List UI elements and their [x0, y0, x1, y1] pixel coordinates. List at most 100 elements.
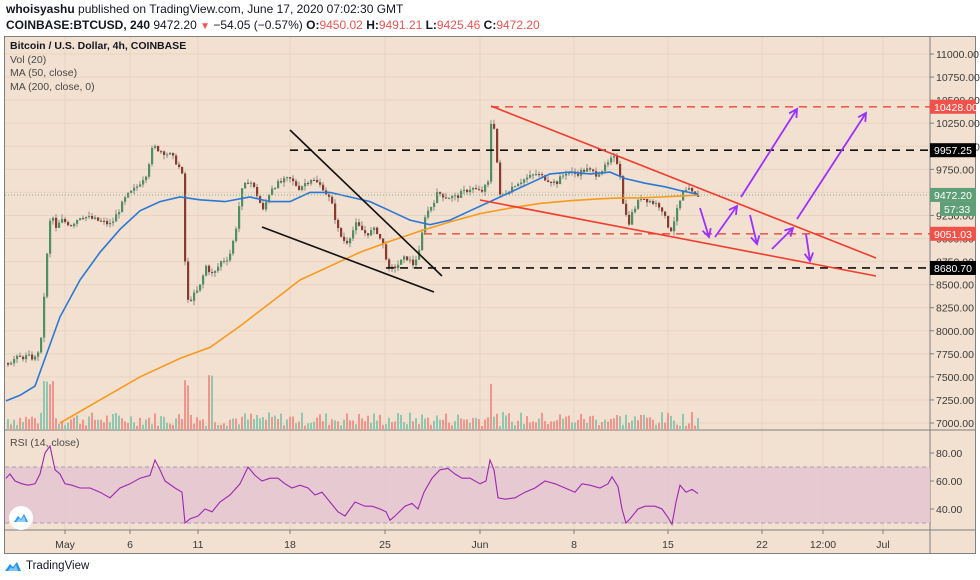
rsi-band	[5, 467, 930, 523]
volume-bar	[676, 424, 678, 430]
volume-bar	[286, 419, 288, 430]
ma50-line	[5, 171, 699, 402]
volume-bar	[451, 425, 453, 430]
volume-bar	[460, 418, 462, 430]
candle-body	[223, 260, 226, 262]
candle-body	[337, 219, 340, 229]
volume-bar	[13, 419, 15, 430]
candle-body	[34, 356, 37, 360]
candle-body	[304, 183, 307, 187]
volume-bar	[238, 424, 240, 430]
candle-body	[547, 180, 550, 182]
volume-bar	[694, 425, 696, 430]
volume-bar	[469, 422, 471, 430]
brand-name: TradingView	[26, 560, 90, 572]
volume-bar	[568, 415, 570, 430]
author-name[interactable]: whoisyashu	[6, 2, 75, 16]
candle-body	[586, 168, 589, 172]
candle-body	[301, 186, 304, 190]
arrow-head-icon	[788, 107, 799, 119]
volume-bar	[193, 423, 195, 430]
rsi-legend[interactable]: RSI (14, close)	[10, 437, 80, 449]
volume-bar	[442, 419, 444, 430]
volume-bar	[400, 414, 402, 430]
volume-bar	[19, 417, 21, 430]
tradingview-badge[interactable]	[9, 506, 33, 530]
volume-bar	[322, 421, 324, 430]
projection-arrow	[796, 112, 867, 220]
candle-body	[556, 181, 559, 185]
candle-body	[283, 178, 286, 183]
candle-body	[193, 292, 196, 301]
volume-bar	[535, 422, 537, 430]
candle-body	[52, 217, 55, 221]
candle-body	[73, 223, 76, 227]
legend-ma50[interactable]: MA (50, close)	[10, 67, 78, 79]
volume-bar	[145, 419, 147, 430]
candle-body	[79, 218, 82, 221]
volume-bar	[256, 414, 258, 430]
time-tick-label: 11	[193, 539, 204, 551]
candle-body	[502, 193, 505, 195]
price-tick-label: 7000.00	[936, 418, 974, 430]
volume-bar	[91, 412, 93, 430]
volume-bar	[502, 412, 504, 430]
volume-bar	[7, 419, 9, 430]
volume-bar	[646, 417, 648, 430]
volume-bar	[688, 423, 690, 430]
candle-body	[103, 220, 106, 222]
candle-body	[535, 174, 538, 176]
candle-body	[298, 185, 301, 190]
volume-bar	[10, 424, 12, 430]
candle-body	[523, 179, 526, 183]
projection-arrow	[740, 108, 798, 198]
candle-body	[634, 208, 637, 213]
legend-ma200[interactable]: MA (200, close, 0)	[10, 80, 95, 93]
volume-bar	[277, 418, 279, 430]
volume-bar	[298, 421, 300, 430]
candle-body	[142, 180, 145, 185]
volume-bar	[544, 421, 546, 430]
volume-bar	[430, 424, 432, 430]
volume-bar	[376, 420, 378, 430]
time-tick-label: 18	[284, 539, 296, 551]
candle-body	[313, 179, 316, 181]
candle-body	[217, 266, 220, 271]
candle-body	[406, 256, 409, 261]
volume-bar	[619, 416, 621, 430]
candle-body	[331, 196, 334, 204]
projection-arrow	[771, 227, 794, 250]
candle-body	[16, 355, 19, 360]
volume-bar	[385, 424, 387, 430]
volume-bar	[64, 424, 66, 430]
candle-body	[19, 355, 22, 357]
candle-body	[262, 202, 265, 210]
candle-body	[613, 156, 616, 158]
volume-bar	[571, 422, 573, 430]
candle-body	[352, 230, 355, 239]
volume-bar	[358, 414, 360, 430]
volume-bar	[607, 421, 609, 430]
volume-bar	[187, 385, 189, 430]
volume-bar	[514, 425, 516, 430]
candle-body	[238, 206, 241, 229]
volume-bar	[211, 375, 213, 430]
volume-bar	[319, 414, 321, 430]
price-label-text: 57:33	[944, 204, 970, 216]
volume-bar	[346, 413, 348, 430]
candle-body	[28, 354, 31, 356]
price-label-badge	[930, 143, 976, 158]
volume-bar	[403, 422, 405, 430]
footer-brand[interactable]: TradingView	[4, 560, 89, 572]
projection-arrow	[699, 207, 710, 238]
volume-bar	[538, 418, 540, 430]
volume-bar	[682, 413, 684, 430]
candle-body	[115, 214, 118, 222]
candle-body	[100, 220, 103, 222]
legend-title: Bitcoin / U.S. Dollar, 4h, COINBASE	[10, 40, 187, 52]
candle-body	[67, 222, 70, 226]
volume-bar	[268, 412, 270, 430]
legend-vol[interactable]: Vol (20)	[10, 53, 47, 66]
candle-body	[463, 189, 466, 192]
